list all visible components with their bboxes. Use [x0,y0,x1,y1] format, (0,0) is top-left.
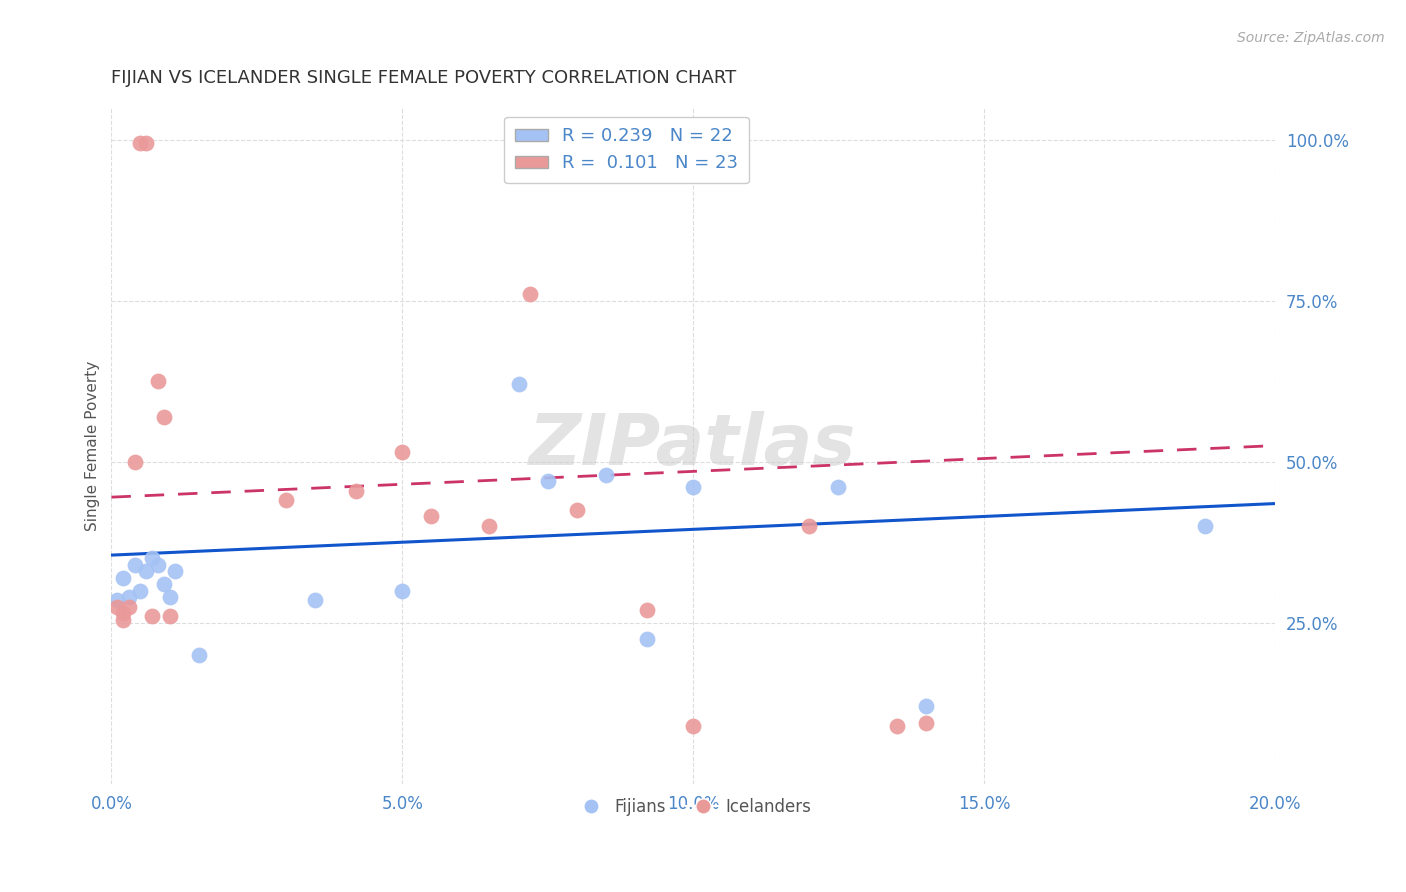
Point [118,590,141,604]
Point [159,609,181,624]
Y-axis label: Single Female Poverty: Single Female Poverty [86,360,100,531]
Legend: Fijians, Icelanders: Fijians, Icelanders [568,791,818,822]
Point [636,632,658,646]
Point [914,715,936,730]
Point [391,445,413,459]
Point [152,409,174,424]
Point [420,509,443,524]
Text: ZIPatlas: ZIPatlas [530,411,856,480]
Point [508,377,530,392]
Point [141,609,163,624]
Point [105,599,128,614]
Point [146,374,169,388]
Point [112,613,135,627]
Point [478,519,501,533]
Point [146,558,169,572]
Point [595,467,617,482]
Point [391,583,413,598]
Point [886,719,908,733]
Point [118,599,141,614]
Point [344,483,367,498]
Point [112,606,135,620]
Point [187,648,209,662]
Point [274,493,297,508]
Point [135,136,157,150]
Point [129,583,152,598]
Point [799,519,821,533]
Point [105,593,128,607]
Point [827,481,849,495]
Point [1194,519,1216,533]
Point [129,136,152,150]
Point [519,287,541,301]
Point [135,564,157,578]
Point [682,481,704,495]
Point [165,564,187,578]
Point [112,571,135,585]
Point [537,474,560,488]
Point [124,558,146,572]
Point [141,551,163,566]
Point [636,603,658,617]
Text: Source: ZipAtlas.com: Source: ZipAtlas.com [1237,31,1385,45]
Point [152,577,174,591]
Point [914,699,936,714]
Point [565,503,588,517]
Point [304,593,326,607]
Text: FIJIAN VS ICELANDER SINGLE FEMALE POVERTY CORRELATION CHART: FIJIAN VS ICELANDER SINGLE FEMALE POVERT… [111,69,737,87]
Point [159,590,181,604]
Point [124,455,146,469]
Point [682,719,704,733]
